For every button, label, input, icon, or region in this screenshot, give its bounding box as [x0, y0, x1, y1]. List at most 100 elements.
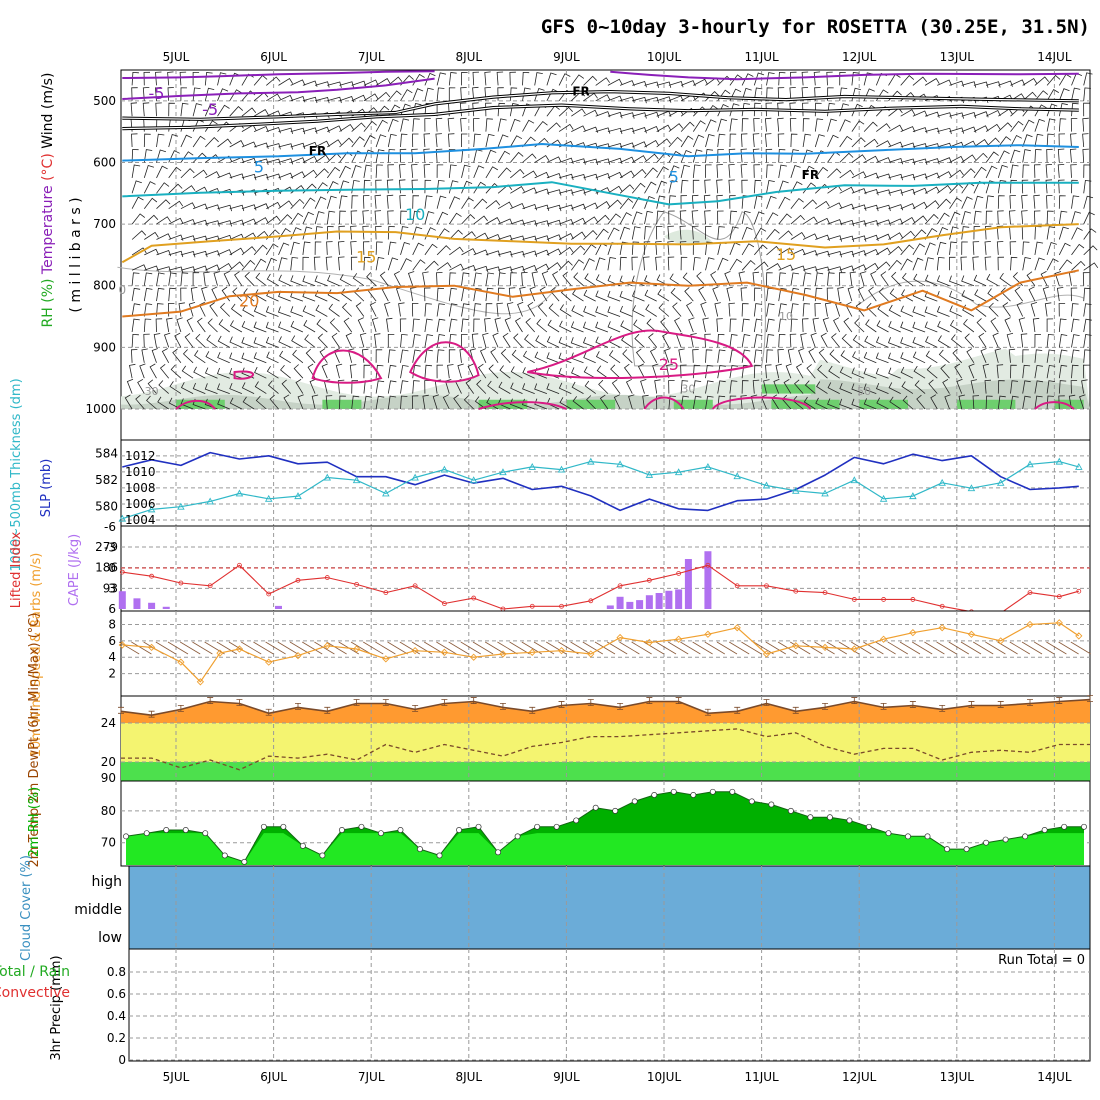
wind-barb: [314, 275, 328, 287]
wind-barb: [655, 226, 663, 240]
wind-barb: [180, 102, 189, 117]
wind-barb: [229, 397, 243, 410]
wind-barb: [813, 71, 821, 86]
wind-barb: [400, 395, 408, 410]
wind-barb: [278, 257, 288, 271]
wind-barb: [649, 348, 658, 363]
wind-barb: [329, 318, 340, 333]
wind-barb: [741, 179, 748, 194]
wind-barb: [241, 73, 254, 86]
wind-barb: [159, 363, 170, 379]
wind-barb: [773, 378, 780, 394]
surface-barb: [350, 641, 372, 655]
isotherm-lines: [121, 70, 1080, 410]
wind-barb: [143, 71, 151, 86]
wind-barb: [176, 317, 183, 333]
wind-barb: [218, 319, 230, 333]
rh-point: [709, 788, 716, 795]
wind-barb: [818, 348, 828, 364]
rh-point: [319, 852, 326, 859]
wind-barb: [1071, 334, 1080, 348]
wind-barb: [985, 151, 999, 163]
wind-barb: [778, 71, 786, 86]
wind-barb: [387, 241, 397, 255]
wind-barb: [303, 320, 316, 333]
wind-barb: [607, 199, 622, 209]
wind-barb: [763, 379, 770, 394]
wind-barb: [826, 71, 833, 86]
thickness-point: [323, 473, 332, 481]
wind-barb: [900, 109, 916, 117]
wind-barb: [506, 302, 514, 317]
wind-barb: [195, 333, 206, 348]
rh-point: [983, 839, 990, 846]
wind-barb: [924, 127, 940, 135]
wind-barb: [435, 148, 443, 163]
wind-barb: [1046, 241, 1057, 256]
surface-barb: [265, 641, 286, 655]
precip-ticks: 0.80.60.40.20: [107, 965, 126, 1067]
tick-label: 1006: [125, 497, 156, 511]
wind-barb: [1016, 301, 1024, 317]
thickness-label: 1000~500mb Thickness (dm): [9, 378, 24, 571]
wind-barb: [985, 137, 1000, 148]
wind-barb: [847, 286, 854, 302]
wind-barb: [692, 164, 701, 178]
wind-barb: [1008, 348, 1016, 363]
wind-barb: [510, 235, 525, 242]
cape-bar: [655, 593, 663, 609]
wind-barb: [940, 364, 950, 379]
wind-barb: [815, 266, 830, 273]
wind-barb: [485, 118, 493, 132]
top-day-label: 6JUL: [260, 50, 287, 64]
wind-barb: [1046, 258, 1059, 271]
wind-barb: [412, 210, 421, 225]
wind-barb: [741, 364, 750, 379]
tick-label: 1004: [125, 513, 156, 527]
wind-barb: [488, 364, 499, 379]
wind-barb: [327, 289, 340, 302]
wind-barb: [509, 103, 519, 117]
wind-barb: [363, 395, 372, 410]
isotherm-25-line: [478, 401, 567, 410]
wind-barb: [571, 231, 586, 240]
wind-barb: [1034, 364, 1043, 379]
wind-barb: [255, 272, 267, 287]
wind-barb: [570, 259, 585, 271]
tick-label: 93: [103, 581, 118, 595]
wind-barb: [628, 394, 635, 410]
wind-barb: [230, 303, 243, 317]
wind-barb: [142, 102, 150, 117]
y-axis-labels: RH (%) Temperature (°C) Wind (m/s)( m i …: [0, 73, 84, 1061]
wind-barb: [654, 379, 661, 394]
wind-barb: [863, 352, 877, 364]
wind-barb: [680, 256, 688, 271]
wind-barb: [868, 286, 877, 302]
wind-barb: [766, 272, 773, 286]
wind-barb: [973, 274, 987, 287]
precip-panel: 0.80.60.40.20 Run Total = 0: [107, 948, 1091, 1067]
wind-barb: [436, 303, 445, 317]
temp-label: 2m Temp 2m DewPt (6hr Min/Max) (°C): [27, 613, 42, 868]
wind-speed-line: [118, 619, 1083, 686]
wind-barb: [363, 120, 377, 132]
wind-barb: [949, 155, 965, 163]
wind-barb: [131, 149, 139, 163]
wind-barb: [522, 170, 538, 179]
wind-barb: [216, 383, 230, 394]
wind-barb: [924, 306, 938, 317]
wind-barb: [278, 200, 293, 210]
wind-barb: [949, 305, 962, 317]
wind-barb: [449, 246, 464, 256]
wind-barb: [704, 210, 711, 225]
cape-bar: [645, 595, 653, 609]
wind-barb: [692, 256, 701, 271]
wind-barb: [1070, 133, 1077, 148]
surface-barb: [253, 641, 274, 655]
tick-label: 1000: [85, 402, 116, 416]
wind-barb: [668, 180, 678, 194]
wind-barb: [192, 203, 208, 210]
wind-barb: [679, 241, 687, 255]
wind-barb: [449, 263, 464, 271]
wind-barb: [424, 118, 431, 132]
